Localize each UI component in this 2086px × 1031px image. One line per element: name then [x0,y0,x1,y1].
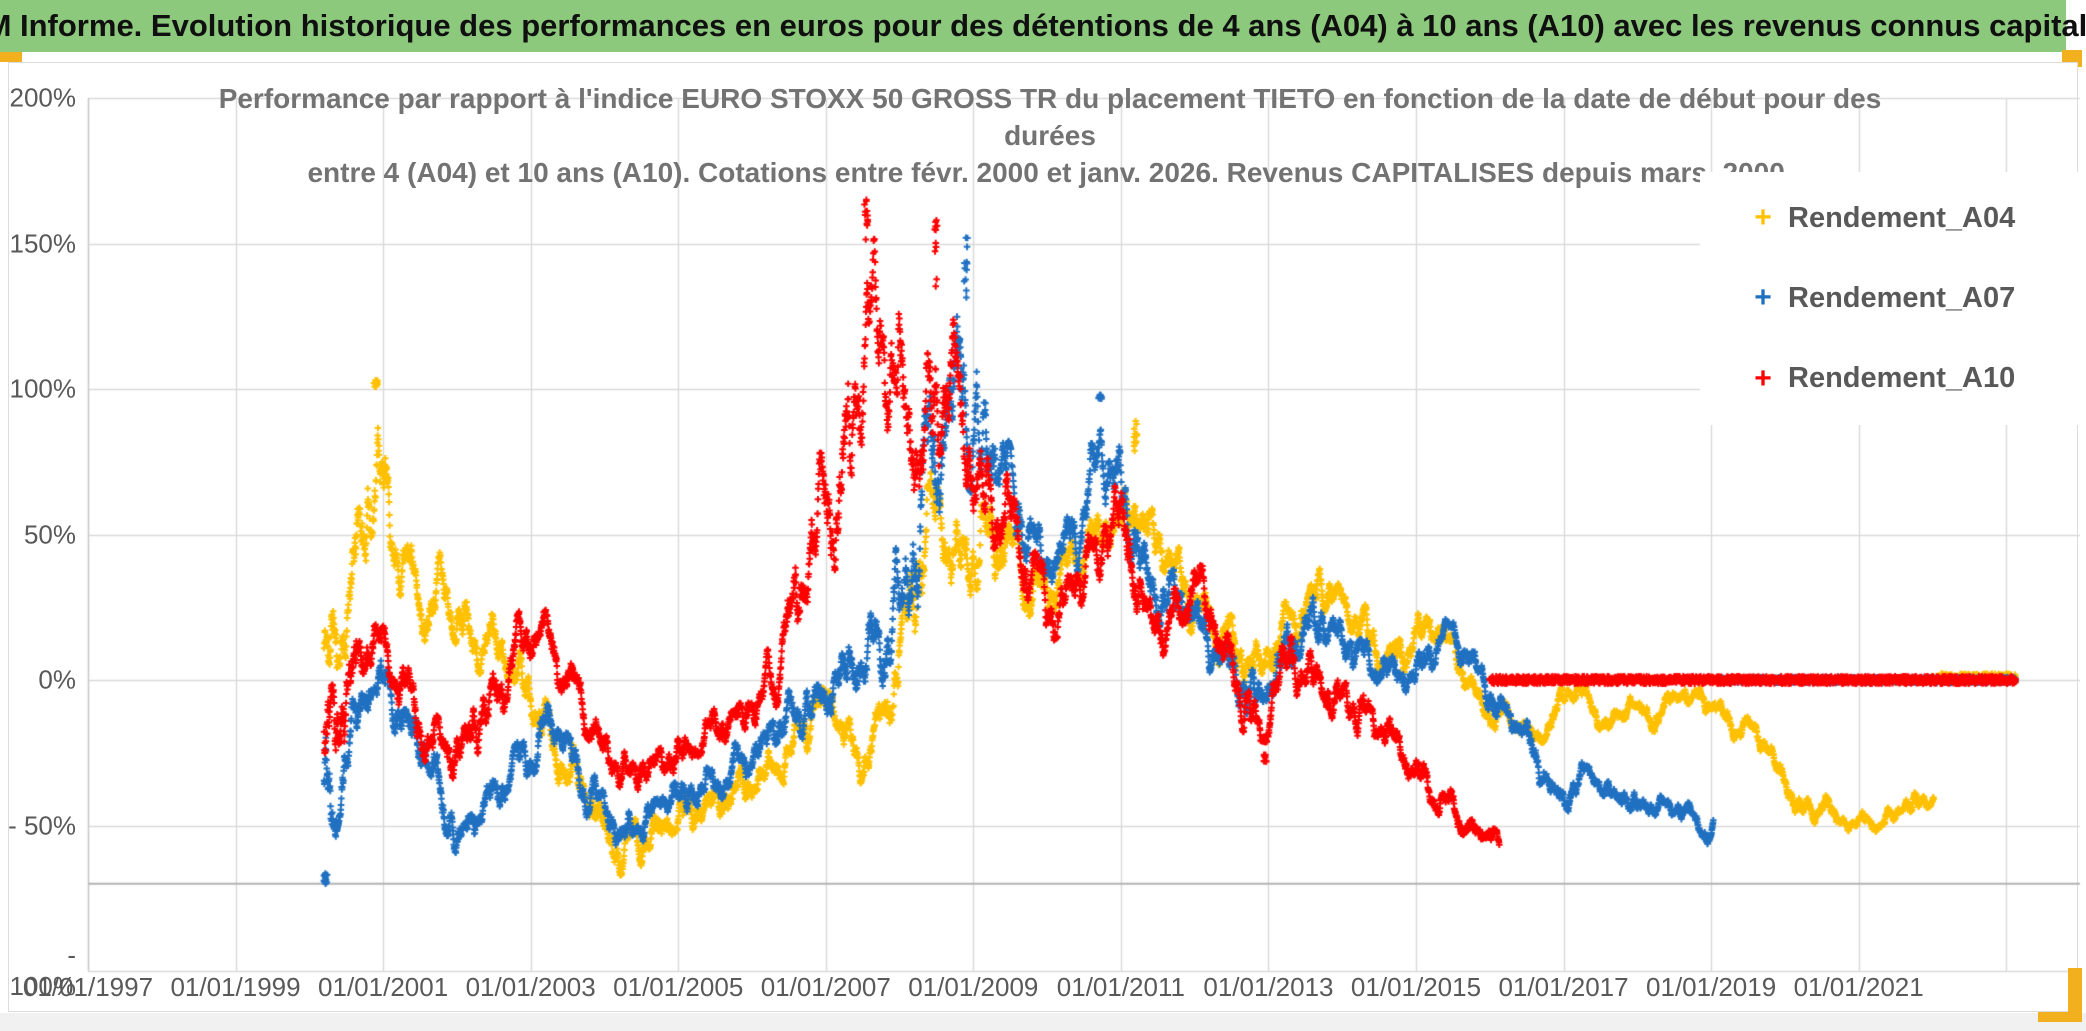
plus-marker-icon: + [1754,201,1772,235]
legend-label: Rendement_A04 [1788,201,2016,234]
plus-marker-icon: + [1754,281,1772,315]
x-tick-label: 01/01/2021 [1793,972,1924,1002]
x-tick-label: 01/01/2015 [1350,972,1482,1002]
y-tick-label: 50% [23,519,76,549]
y-tick-label: - 50% [8,810,76,840]
x-tick-label: 01/01/2019 [1646,972,1777,1002]
x-tick-label: 01/01/1999 [170,972,301,1002]
y-tick-label: 200% [9,82,77,113]
legend-item-rendement-a07: + Rendement_A07 [1700,282,2082,315]
legend-item-rendement-a10: + Rendement_A10 [1700,362,2082,395]
chart-legend: + Rendement_A04 + Rendement_A07 + Rendem… [1700,172,2082,425]
gold-accent-bottom-right-horizontal [2038,1012,2082,1022]
legend-item-rendement-a04: + Rendement_A04 [1700,202,2082,235]
x-tick-label: 01/01/2005 [613,972,744,1002]
x-tick-label: 01/01/1997 [22,972,154,1002]
x-tick-label: 01/01/2001 [318,972,449,1002]
y-tick-label: - 100% [9,940,77,1001]
x-tick-label: 01/01/2009 [908,972,1039,1002]
gold-accent-bottom-right-vertical [2068,968,2082,1022]
legend-label: Rendement_A10 [1788,362,2016,395]
plus-marker-icon: + [1754,361,1772,395]
x-tick-label: 01/01/2013 [1203,972,1334,1002]
bottom-strip [0,1013,2086,1031]
x-tick-label: 01/01/2017 [1498,972,1629,1002]
y-tick-label: 150% [9,228,77,258]
chart-title-line1: Performance par rapport à l'indice EURO … [218,83,1882,151]
chart-title-line2: entre 4 (A04) et 10 ans (A10). Cotations… [307,157,1793,188]
legend-label: Rendement_A07 [1788,281,2016,314]
chart-title: Performance par rapport à l'indice EURO … [200,80,1900,191]
y-tick-label: 0% [38,664,76,695]
x-tick-label: 01/01/2003 [465,972,596,1002]
y-tick-label: 100% [9,373,77,404]
x-tick-label: 01/01/2011 [1056,972,1185,1002]
x-tick-label: 01/01/2007 [760,972,891,1002]
